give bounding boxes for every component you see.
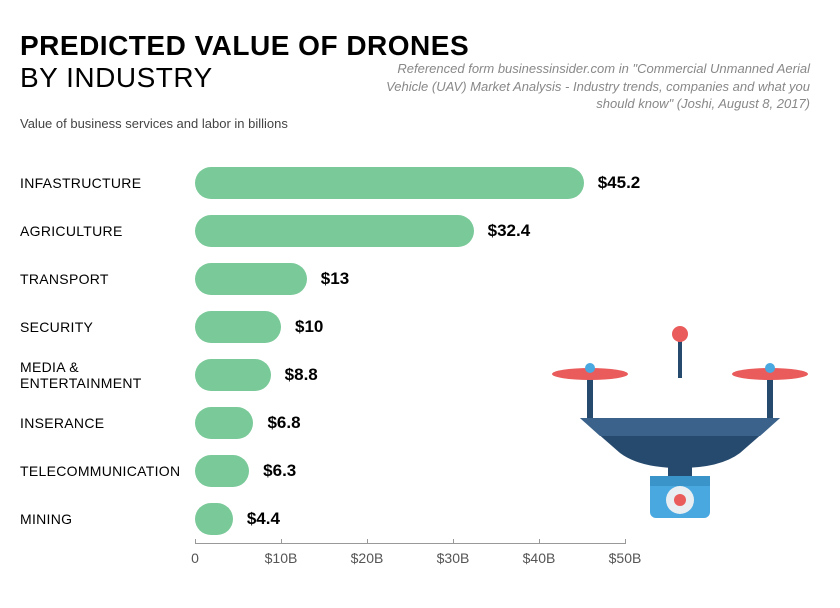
x-tick-label: $30B — [437, 550, 470, 566]
x-tick-label: 0 — [191, 550, 199, 566]
drone-icon — [550, 318, 810, 518]
bar-row: INFASTRUCTURE $45.2 — [20, 159, 800, 207]
bar — [195, 407, 253, 439]
bar — [195, 359, 271, 391]
bar — [195, 263, 307, 295]
bar — [195, 311, 281, 343]
x-tick — [453, 539, 454, 544]
chart-subtitle: Value of business services and labor in … — [20, 116, 820, 131]
value-label: $13 — [321, 269, 349, 289]
citation-text: Referenced form businessinsider.com in "… — [380, 60, 810, 113]
category-label: MEDIA & ENTERTAINMENT — [20, 359, 195, 391]
bar — [195, 503, 233, 535]
title-line-1: PREDICTED VALUE OF DRONES — [20, 30, 820, 62]
bar — [195, 215, 474, 247]
bar — [195, 455, 249, 487]
category-label: SECURITY — [20, 319, 195, 335]
category-label: INFASTRUCTURE — [20, 175, 195, 191]
bar-row: AGRICULTURE $32.4 — [20, 207, 800, 255]
category-label: TELECOMMUNICATION — [20, 463, 195, 479]
x-tick — [625, 539, 626, 544]
x-axis: 0$10B$20B$30B$40B$50B — [195, 543, 625, 569]
category-label: TRANSPORT — [20, 271, 195, 287]
category-label: INSERANCE — [20, 415, 195, 431]
x-tick — [367, 539, 368, 544]
x-tick-label: $40B — [523, 550, 556, 566]
bar-row: TRANSPORT $13 — [20, 255, 800, 303]
value-label: $6.3 — [263, 461, 296, 481]
category-label: MINING — [20, 511, 195, 527]
x-tick — [281, 539, 282, 544]
value-label: $4.4 — [247, 509, 280, 529]
value-label: $6.8 — [267, 413, 300, 433]
value-label: $10 — [295, 317, 323, 337]
x-tick — [539, 539, 540, 544]
x-tick-label: $20B — [351, 550, 384, 566]
value-label: $8.8 — [285, 365, 318, 385]
x-tick-label: $50B — [609, 550, 642, 566]
x-tick — [195, 539, 196, 544]
value-label: $32.4 — [488, 221, 531, 241]
bar — [195, 167, 584, 199]
value-label: $45.2 — [598, 173, 641, 193]
category-label: AGRICULTURE — [20, 223, 195, 239]
x-tick-label: $10B — [265, 550, 298, 566]
